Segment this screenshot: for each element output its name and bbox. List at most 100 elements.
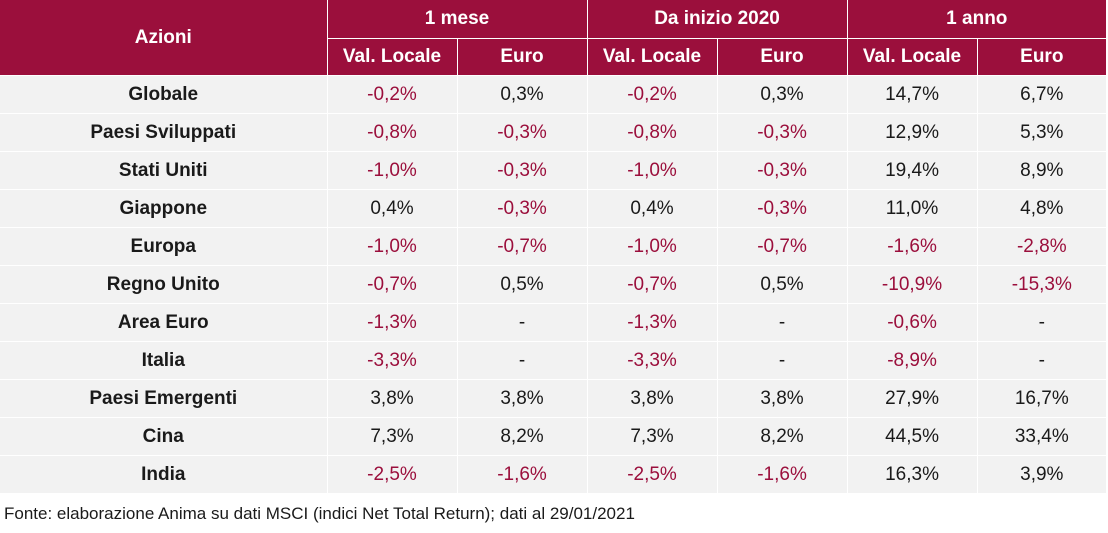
value-cell: 4,8% [977,189,1107,228]
table-row: Area Euro -1,3% - -1,3% - -0,6% - [0,303,1107,342]
value-cell: - [457,341,588,380]
value-cell: 12,9% [847,113,978,152]
value-cell: 5,3% [977,113,1107,152]
value-cell: -1,6% [717,455,848,494]
table-row: Stati Uniti -1,0% -0,3% -1,0% -0,3% 19,4% 8,9% [0,151,1107,190]
row-label: Giappone [0,189,328,228]
table-row: Regno Unito -0,7% 0,5% -0,7% 0,5% -10,9% -15,3… [0,265,1107,304]
value-cell: - [977,303,1107,342]
subheader-val-locale: Val. Locale [327,38,458,76]
row-label: Europa [0,227,328,266]
equity-returns-table: Azioni 1 mese Da inizio 2020 1 anno Val.… [0,0,1107,494]
value-cell: -0,3% [717,113,848,152]
value-cell: -1,0% [587,151,718,190]
value-cell: 3,8% [717,379,848,418]
header-row-groups: Azioni 1 mese Da inizio 2020 1 anno [0,0,1107,76]
value-cell: -1,6% [847,227,978,266]
value-cell: -2,8% [977,227,1107,266]
value-cell: -0,3% [717,189,848,228]
value-cell: -10,9% [847,265,978,304]
table-row: Giappone 0,4% -0,3% 0,4% -0,3% 11,0% 4,8% [0,189,1107,228]
value-cell: 7,3% [327,417,458,456]
value-cell: -0,3% [457,189,588,228]
value-cell: - [717,341,848,380]
value-cell: -0,2% [587,75,718,114]
value-cell: 6,7% [977,75,1107,114]
value-cell: 0,5% [457,265,588,304]
subheader-val-locale: Val. Locale [587,38,718,76]
value-cell: -1,3% [327,303,458,342]
header-row-sub: Val. Locale Euro Val. Locale Euro Val. L… [0,38,1107,76]
row-label: Regno Unito [0,265,328,304]
table-row: Paesi Sviluppati -0,8% -0,3% -0,8% -0,3% 12,9… [0,113,1107,152]
table-body: Globale -0,2% 0,3% -0,2% 0,3% 14,7% 6,7% Paesi … [0,75,1107,494]
row-label: Cina [0,417,328,456]
value-cell: -0,6% [847,303,978,342]
value-cell: -0,8% [327,113,458,152]
value-cell: 14,7% [847,75,978,114]
row-label: Italia [0,341,328,380]
table-row: Cina 7,3% 8,2% 7,3% 8,2% 44,5% 33,4% [0,417,1107,456]
value-cell: 44,5% [847,417,978,456]
row-label: Stati Uniti [0,151,328,190]
subheader-val-locale: Val. Locale [847,38,978,76]
row-label: Globale [0,75,328,114]
value-cell: - [457,303,588,342]
value-cell: -1,0% [327,151,458,190]
value-cell: 0,3% [717,75,848,114]
value-cell: 16,7% [977,379,1107,418]
value-cell: -0,3% [457,113,588,152]
value-cell: -15,3% [977,265,1107,304]
value-cell: -0,3% [717,151,848,190]
value-cell: -3,3% [587,341,718,380]
row-label: Paesi Emergenti [0,379,328,418]
value-cell: 0,5% [717,265,848,304]
value-cell: 3,8% [457,379,588,418]
value-cell: 8,2% [457,417,588,456]
source-note: Fonte: elaborazione Anima su dati MSCI (… [4,504,635,523]
value-cell: -0,7% [587,265,718,304]
row-label: Area Euro [0,303,328,342]
value-cell: -0,7% [457,227,588,266]
value-cell: -3,3% [327,341,458,380]
value-cell: 0,3% [457,75,588,114]
value-cell: -2,5% [327,455,458,494]
value-cell: 8,9% [977,151,1107,190]
value-cell: 11,0% [847,189,978,228]
value-cell: -1,3% [587,303,718,342]
header-group-ytd: Da inizio 2020 [587,0,848,39]
value-cell: 8,2% [717,417,848,456]
subheader-euro: Euro [717,38,848,76]
value-cell: -0,3% [457,151,588,190]
value-cell: -0,8% [587,113,718,152]
table-row: Italia -3,3% - -3,3% - -8,9% - [0,341,1107,380]
value-cell: 3,8% [587,379,718,418]
subheader-euro: Euro [457,38,588,76]
value-cell: - [977,341,1107,380]
value-cell: -1,6% [457,455,588,494]
value-cell: -2,5% [587,455,718,494]
value-cell: 27,9% [847,379,978,418]
value-cell: -0,7% [717,227,848,266]
value-cell: 16,3% [847,455,978,494]
value-cell: 33,4% [977,417,1107,456]
header-azioni: Azioni [0,0,328,76]
table-header: Azioni 1 mese Da inizio 2020 1 anno Val.… [0,0,1107,76]
subheader-euro: Euro [977,38,1107,76]
header-group-1-anno: 1 anno [847,0,1107,39]
value-cell: 7,3% [587,417,718,456]
value-cell: -1,0% [327,227,458,266]
value-cell: -0,7% [327,265,458,304]
table-row: Globale -0,2% 0,3% -0,2% 0,3% 14,7% 6,7% [0,75,1107,114]
value-cell: 3,9% [977,455,1107,494]
header-group-1-mese: 1 mese [327,0,588,39]
table-row: Europa -1,0% -0,7% -1,0% -0,7% -1,6% -2,8% [0,227,1107,266]
value-cell: - [717,303,848,342]
value-cell: -0,2% [327,75,458,114]
value-cell: 19,4% [847,151,978,190]
value-cell: 0,4% [327,189,458,228]
table-row: Paesi Emergenti 3,8% 3,8% 3,8% 3,8% 27,9% 16,7… [0,379,1107,418]
value-cell: 0,4% [587,189,718,228]
value-cell: -1,0% [587,227,718,266]
